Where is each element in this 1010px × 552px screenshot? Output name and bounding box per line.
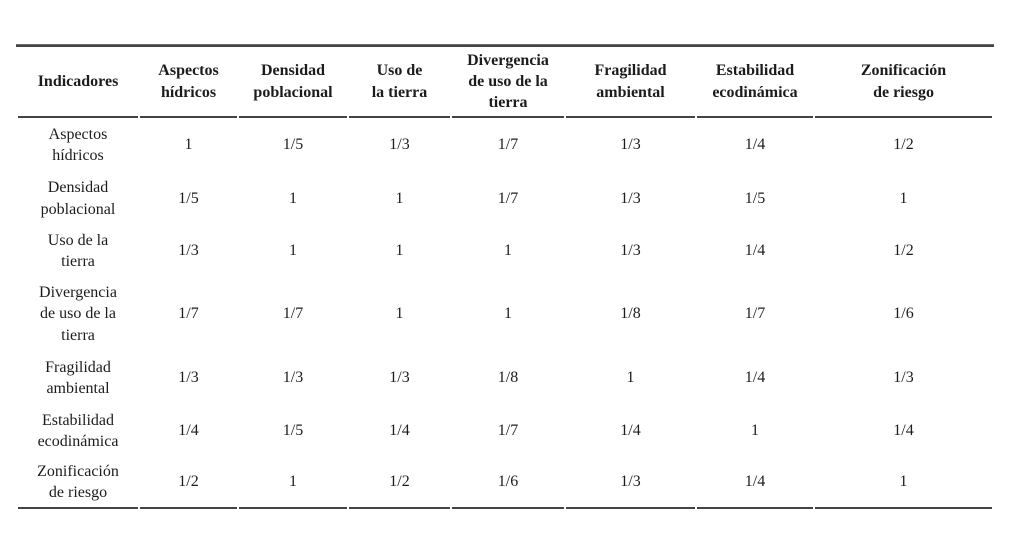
matrix-cell: 1 xyxy=(815,457,992,509)
row-label: Aspectos hídricos xyxy=(48,125,108,164)
matrix-cell: 1/3 xyxy=(620,189,641,207)
matrix-cell: 1 xyxy=(899,189,908,207)
matrix-cell: 1 xyxy=(751,422,759,440)
header-cell: Densidad poblacional xyxy=(239,47,347,118)
matrix-cell: 1 xyxy=(289,242,297,260)
matrix-cell: 1/3 xyxy=(389,136,410,154)
matrix-cell: 1 xyxy=(239,457,347,509)
matrix-cell: 1/7 xyxy=(282,305,304,323)
matrix-cell: 1/4 xyxy=(697,457,813,509)
matrix-cell: 1/7 xyxy=(178,305,199,323)
header-cell: Estabilidad ecodinámica xyxy=(697,47,813,118)
table-row: Estabilidad ecodinámica 1/4 1/5 1/4 1/7 1/4 1 1… xyxy=(18,405,992,457)
matrix-cell: 1/2 xyxy=(140,457,237,509)
matrix-cell: 1 xyxy=(504,305,512,323)
matrix-cell: 1/6 xyxy=(452,457,564,509)
matrix-cell: 1 xyxy=(289,189,297,207)
matrix-cell: 1/4 xyxy=(744,242,766,260)
matrix-cell: 1/2 xyxy=(893,136,914,154)
table-container: Indicadores Aspectos hídricos Densidad pob… xyxy=(16,44,994,509)
table-row: Aspectos hídricos 1 1/5 1/3 1/7 1/3 1/4 1/2 xyxy=(18,118,992,172)
matrix-cell: 1/3 xyxy=(566,457,695,509)
matrix-cell: 1/3 xyxy=(893,369,914,387)
matrix-cell: 1/3 xyxy=(620,242,641,260)
matrix-cell: 1/8 xyxy=(497,369,519,387)
header-cell: Uso de la tierra xyxy=(349,47,450,118)
table-top-rule xyxy=(16,44,994,47)
matrix-cell: 1/4 xyxy=(893,422,914,440)
matrix-cell: 1 xyxy=(395,189,404,207)
matrix-cell: 1/3 xyxy=(389,369,410,387)
row-label: Uso de la tierra xyxy=(47,231,109,270)
header-row: Indicadores Aspectos hídricos Densidad pob… xyxy=(18,47,992,118)
row-label: Densidad poblacional xyxy=(40,179,116,218)
matrix-cell: 1/3 xyxy=(282,369,304,387)
matrix-cell: 1/7 xyxy=(497,189,519,207)
row-label: Fragilidad ambiental xyxy=(45,358,111,397)
matrix-cell: 1/5 xyxy=(282,422,304,440)
matrix-cell: 1/4 xyxy=(744,136,766,154)
matrix-cell: 1/6 xyxy=(893,305,914,323)
table-row: Divergencia de uso de la tierra 1/7 1/7 1 1 1… xyxy=(18,277,992,351)
matrix-cell: 1/7 xyxy=(744,305,766,323)
row-label: Divergencia de uso de la tierra xyxy=(39,284,117,344)
matrix-cell: 1/4 xyxy=(620,422,641,440)
matrix-cell: 1/4 xyxy=(178,422,199,440)
header-cell: Fragilidad ambiental xyxy=(566,47,695,118)
header-cell: Divergencia de uso de la tierra xyxy=(452,47,564,118)
matrix-cell: 1 xyxy=(395,305,404,323)
table-row: Uso de la tierra 1/3 1 1 1 1/3 1/4 1/2 xyxy=(18,225,992,277)
matrix-cell: 1/4 xyxy=(744,369,766,387)
table-row: Densidad poblacional 1/5 1 1 1/7 1/3 1/5 1 xyxy=(18,172,992,225)
matrix-cell: 1/2 xyxy=(349,457,450,509)
matrix-cell: 1/5 xyxy=(282,136,304,154)
row-label: Zonificación de riesgo xyxy=(18,457,138,509)
matrix-cell: 1/4 xyxy=(389,422,410,440)
matrix-cell: 1 xyxy=(626,369,635,387)
row-label: Estabilidad ecodinámica xyxy=(37,411,119,450)
header-cell: Zonificación de riesgo xyxy=(815,47,992,118)
table-row: Zonificación de riesgo 1/2 1 1/2 1/6 1/3 1/4 1 xyxy=(18,457,992,509)
matrix-cell: 1/3 xyxy=(620,136,641,154)
matrix-cell: 1/2 xyxy=(893,242,914,260)
table-row: Fragilidad ambiental 1/3 1/3 1/3 1/8 1 1/4 1/3 xyxy=(18,351,992,405)
matrix-cell: 1/5 xyxy=(744,189,766,207)
comparison-table: Indicadores Aspectos hídricos Densidad pob… xyxy=(16,47,994,509)
matrix-cell: 1 xyxy=(395,242,404,260)
matrix-cell: 1/8 xyxy=(620,305,641,323)
matrix-cell: 1/3 xyxy=(178,242,199,260)
matrix-cell: 1/7 xyxy=(497,136,519,154)
header-cell-indicadores: Indicadores xyxy=(18,47,138,118)
matrix-cell: 1 xyxy=(184,136,193,154)
matrix-cell: 1 xyxy=(504,242,512,260)
matrix-cell: 1/5 xyxy=(178,189,199,207)
header-cell: Aspectos hídricos xyxy=(140,47,237,118)
matrix-cell: 1/3 xyxy=(178,369,199,387)
matrix-cell: 1/7 xyxy=(497,422,519,440)
